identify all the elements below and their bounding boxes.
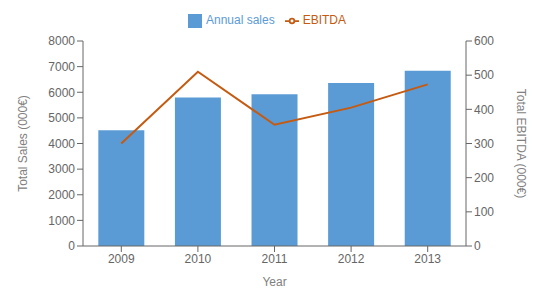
svg-text:Total Sales (000€): Total Sales (000€) (16, 95, 30, 192)
svg-text:1000: 1000 (48, 214, 75, 228)
svg-text:400: 400 (474, 103, 494, 117)
svg-text:0: 0 (68, 239, 75, 253)
svg-text:Total EBITDA (000€): Total EBITDA (000€) (514, 89, 528, 198)
html-text:EBITDA: EBITDA (302, 13, 346, 27)
svg-text:2012: 2012 (338, 252, 365, 266)
svg-text:0: 0 (474, 239, 481, 253)
svg-text:3000: 3000 (48, 162, 75, 176)
svg-text:8000: 8000 (48, 34, 75, 48)
svg-text:2010: 2010 (185, 252, 212, 266)
svg-text:2009: 2009 (108, 252, 135, 266)
svg-text:100: 100 (474, 205, 494, 219)
svg-text:200: 200 (474, 171, 494, 185)
svg-text:500: 500 (474, 68, 494, 82)
svg-text:6000: 6000 (48, 86, 75, 100)
svg-text:600: 600 (474, 34, 494, 48)
html-text:Annual sales: Annual sales (206, 13, 275, 27)
svg-text:2013: 2013 (414, 252, 441, 266)
svg-text:2000: 2000 (48, 188, 75, 202)
svg-text:2011: 2011 (262, 252, 288, 266)
svg-text:300: 300 (474, 137, 494, 151)
svg-text:7000: 7000 (48, 60, 75, 74)
svg-text:Year: Year (262, 275, 286, 289)
svg-text:4000: 4000 (48, 137, 75, 151)
svg-text:5000: 5000 (48, 111, 75, 125)
